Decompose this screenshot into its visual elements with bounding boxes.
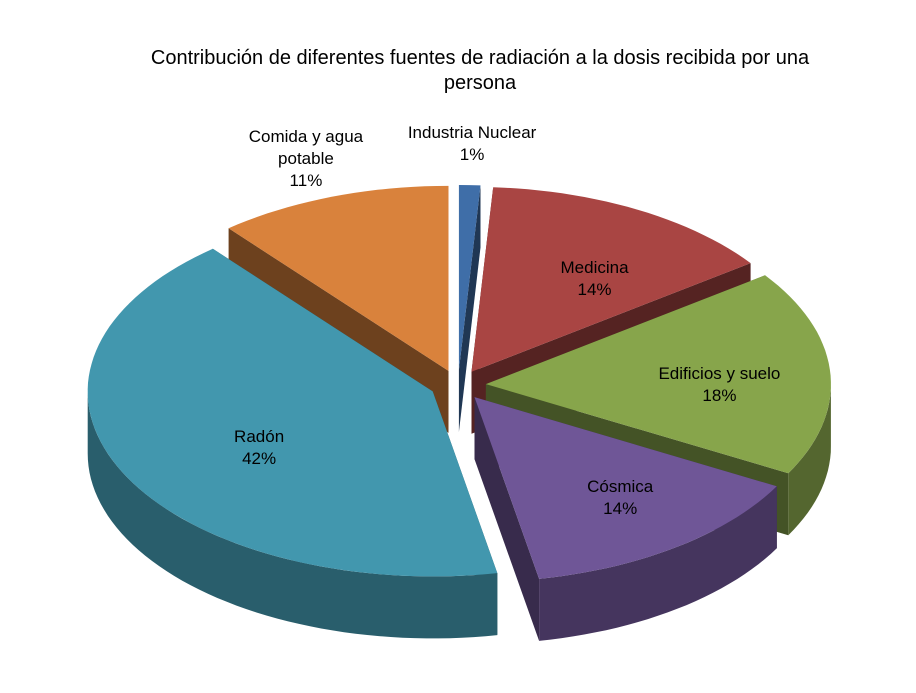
data-label: Edificios y suelo 18% (634, 363, 804, 407)
category-label: Medicina (560, 258, 629, 278)
value-label: 14% (603, 498, 638, 518)
data-label: Cósmica 14% (535, 476, 705, 520)
slice (458, 185, 481, 370)
data-label: Medicina 14% (510, 257, 680, 301)
category-label: Cósmica (587, 476, 654, 496)
data-label: Industria Nuclear 1% (387, 122, 557, 166)
slice-wall (474, 397, 540, 641)
value-label: 11% (289, 170, 323, 190)
slice (228, 185, 449, 371)
category-label: Edificios y suelo (658, 363, 781, 383)
category-label: Industria Nuclear (407, 123, 537, 143)
slice (471, 187, 751, 372)
value-label: 1% (459, 145, 485, 165)
chart-title: Contribución de diferentes fuentes de ra… (150, 47, 810, 94)
value-label: 18% (702, 385, 737, 405)
category-label: Comida y agua potable (248, 126, 364, 168)
slice (485, 275, 831, 474)
category-label: Radón (234, 427, 285, 447)
slice-side (788, 384, 831, 536)
slice (87, 248, 498, 577)
data-label: Radón 42% (174, 426, 344, 470)
slice-side (539, 486, 777, 641)
value-label: 42% (242, 449, 277, 469)
slice (474, 397, 777, 579)
value-label: 14% (577, 280, 612, 300)
data-label: Comida y agua potable 11% (241, 126, 371, 192)
slice-side (87, 391, 498, 639)
slice-wall (458, 185, 481, 432)
